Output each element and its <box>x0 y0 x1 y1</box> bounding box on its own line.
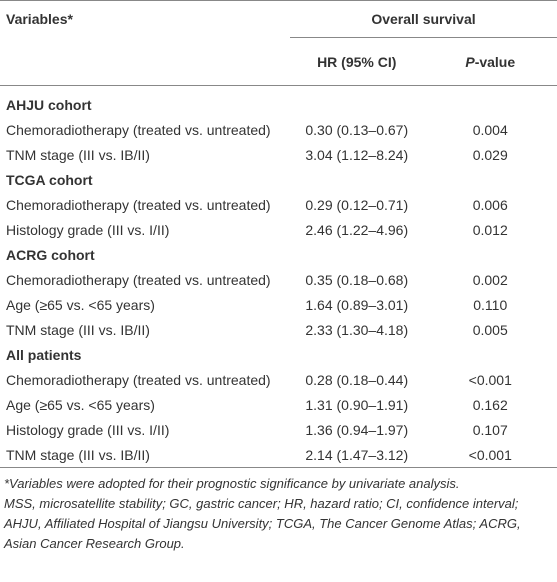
table-body: AHJU cohort Chemoradiotherapy (treated vs… <box>0 86 557 468</box>
section-title: AHJU cohort <box>6 96 92 113</box>
cell: 0.006 <box>472 196 508 213</box>
section-title: All patients <box>6 346 82 363</box>
cell: 0.004 <box>472 121 508 138</box>
cell: Age (≥65 vs. <65 years) <box>6 396 155 413</box>
footnote: MSS, microsatellite stability; GC, gastr… <box>4 496 521 551</box>
section-row: All patients <box>0 342 557 367</box>
data-row: Histology grade (III vs. I/II) 1.36 (0.94… <box>0 417 557 442</box>
cell: 2.14 (1.47–3.12) <box>305 446 409 463</box>
data-row: TNM stage (III vs. IB/II) 2.33 (1.30–4.18… <box>0 317 557 342</box>
cell: 0.28 (0.18–0.44) <box>305 371 409 388</box>
footnote: *Variables were adopted for their progno… <box>4 476 460 491</box>
data-row: TNM stage (III vs. IB/II) 3.04 (1.12–8.24… <box>0 142 557 167</box>
data-row: TNM stage (III vs. IB/II) 2.14 (1.47–3.12… <box>0 442 557 468</box>
cell: 2.46 (1.22–4.96) <box>305 221 409 238</box>
cell: 0.107 <box>472 421 508 438</box>
cell: 0.029 <box>472 146 508 163</box>
header-cell <box>0 38 290 86</box>
data-row: Age (≥65 vs. <65 years) 1.31 (0.90–1.91) 0… <box>0 392 557 417</box>
cell: 0.110 <box>473 296 508 313</box>
cell: 2.33 (1.30–4.18) <box>305 321 409 338</box>
cell: Chemoradiotherapy (treated vs. untreated… <box>6 271 271 288</box>
table-header: Variables* Overall survival HR (95% CI) … <box>0 0 557 86</box>
cell: 1.64 (0.89–3.01) <box>305 296 409 313</box>
header-row: Variables* Overall survival <box>0 0 557 38</box>
data-row: Chemoradiotherapy (treated vs. untreated… <box>0 192 557 217</box>
cell: 0.002 <box>472 271 508 288</box>
section-row: AHJU cohort <box>0 86 557 118</box>
cell: TNM stage (III vs. IB/II) <box>6 446 150 463</box>
cell: 0.30 (0.13–0.67) <box>305 121 409 138</box>
cell: <0.001 <box>468 371 512 388</box>
header-cell: Variables* <box>6 11 73 28</box>
cell: Histology grade (III vs. I/II) <box>6 221 170 238</box>
cell: 0.162 <box>472 396 508 413</box>
data-row: Chemoradiotherapy (treated vs. untreated… <box>0 367 557 392</box>
section-title: ACRG cohort <box>6 246 95 263</box>
cell: Histology grade (III vs. I/II) <box>6 421 170 438</box>
footnotes: *Variables were adopted for their progno… <box>0 468 557 554</box>
results-table: Variables* Overall survival HR (95% CI) … <box>0 0 557 468</box>
cell: Chemoradiotherapy (treated vs. untreated… <box>6 371 271 388</box>
cell: 0.005 <box>472 321 508 338</box>
cell: 0.29 (0.12–0.71) <box>305 196 409 213</box>
header-cell: Overall survival <box>290 0 557 38</box>
cell: Age (≥65 vs. <65 years) <box>6 296 155 313</box>
data-row: Chemoradiotherapy (treated vs. untreated… <box>0 117 557 142</box>
cell: 1.31 (0.90–1.91) <box>305 396 409 413</box>
data-row: Age (≥65 vs. <65 years) 1.64 (0.89–3.01) 0… <box>0 292 557 317</box>
cell: 0.012 <box>472 221 508 238</box>
header-cell: P-value <box>424 38 557 86</box>
cell: Chemoradiotherapy (treated vs. untreated… <box>6 196 271 213</box>
cell: Chemoradiotherapy (treated vs. untreated… <box>6 121 271 138</box>
header-cell: HR (95% CI) <box>317 53 397 70</box>
cell: <0.001 <box>468 446 512 463</box>
cell: 0.35 (0.18–0.68) <box>305 271 409 288</box>
section-row: TCGA cohort <box>0 167 557 192</box>
cell: TNM stage (III vs. IB/II) <box>6 321 150 338</box>
header-text: P-value <box>465 53 516 70</box>
section-title: TCGA cohort <box>6 171 93 188</box>
header-row: HR (95% CI) P-value <box>0 38 557 86</box>
cell: TNM stage (III vs. IB/II) <box>6 146 150 163</box>
data-row: Histology grade (III vs. I/II) 2.46 (1.22… <box>0 217 557 242</box>
cell: 1.36 (0.94–1.97) <box>305 421 409 438</box>
data-row: Chemoradiotherapy (treated vs. untreated… <box>0 267 557 292</box>
section-row: ACRG cohort <box>0 242 557 267</box>
cell: 3.04 (1.12–8.24) <box>305 146 409 163</box>
